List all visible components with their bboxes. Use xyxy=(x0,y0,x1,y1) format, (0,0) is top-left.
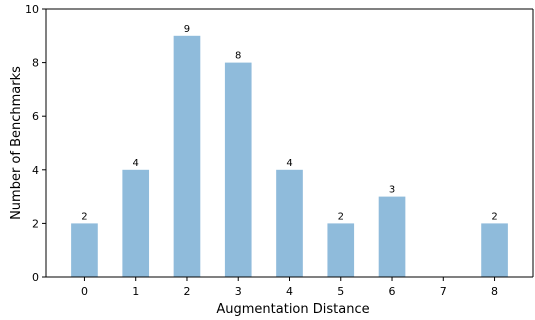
data-label-1: 4 xyxy=(133,158,139,169)
x-tick-label-7: 7 xyxy=(440,285,447,298)
x-tick-label-5: 5 xyxy=(337,285,344,298)
y-tick-label-4: 4 xyxy=(32,164,39,177)
x-tick-label-6: 6 xyxy=(389,285,396,298)
y-tick-label-6: 6 xyxy=(32,110,39,123)
bar-6 xyxy=(378,196,406,277)
y-ticks-group: 0 2 4 6 8 10 xyxy=(25,3,46,284)
bar-1 xyxy=(122,169,150,277)
bar-8 xyxy=(481,223,508,277)
x-tick-label-4: 4 xyxy=(286,285,293,298)
bars-group xyxy=(71,35,508,277)
x-tick-label-0: 0 xyxy=(81,285,88,298)
data-label-8: 2 xyxy=(491,211,497,222)
bar-5 xyxy=(327,223,355,277)
x-tick-label-8: 8 xyxy=(491,285,498,298)
data-label-6: 3 xyxy=(389,185,395,196)
x-tick-label-3: 3 xyxy=(235,285,242,298)
y-tick-label-2: 2 xyxy=(32,217,39,230)
data-labels-group: 2 4 9 8 4 2 3 2 xyxy=(81,24,497,223)
data-label-0: 2 xyxy=(81,211,87,222)
y-axis-title: Number of Benchmarks xyxy=(9,66,24,220)
y-tick-label-10: 10 xyxy=(25,3,39,16)
bar-2 xyxy=(173,35,201,277)
data-label-4: 4 xyxy=(286,158,292,169)
x-axis-title: Augmentation Distance xyxy=(216,302,369,317)
y-tick-label-8: 8 xyxy=(32,57,39,70)
bar-4 xyxy=(276,169,303,277)
x-tick-label-2: 2 xyxy=(183,285,190,298)
data-label-3: 8 xyxy=(235,51,241,62)
x-tick-label-1: 1 xyxy=(132,285,139,298)
data-label-2: 9 xyxy=(184,24,190,35)
data-label-5: 2 xyxy=(338,211,344,222)
x-ticks-group: 0 1 2 3 4 5 6 7 8 xyxy=(81,277,498,298)
bar-0 xyxy=(71,223,98,277)
bar-3 xyxy=(224,62,252,277)
y-tick-label-0: 0 xyxy=(32,271,39,284)
